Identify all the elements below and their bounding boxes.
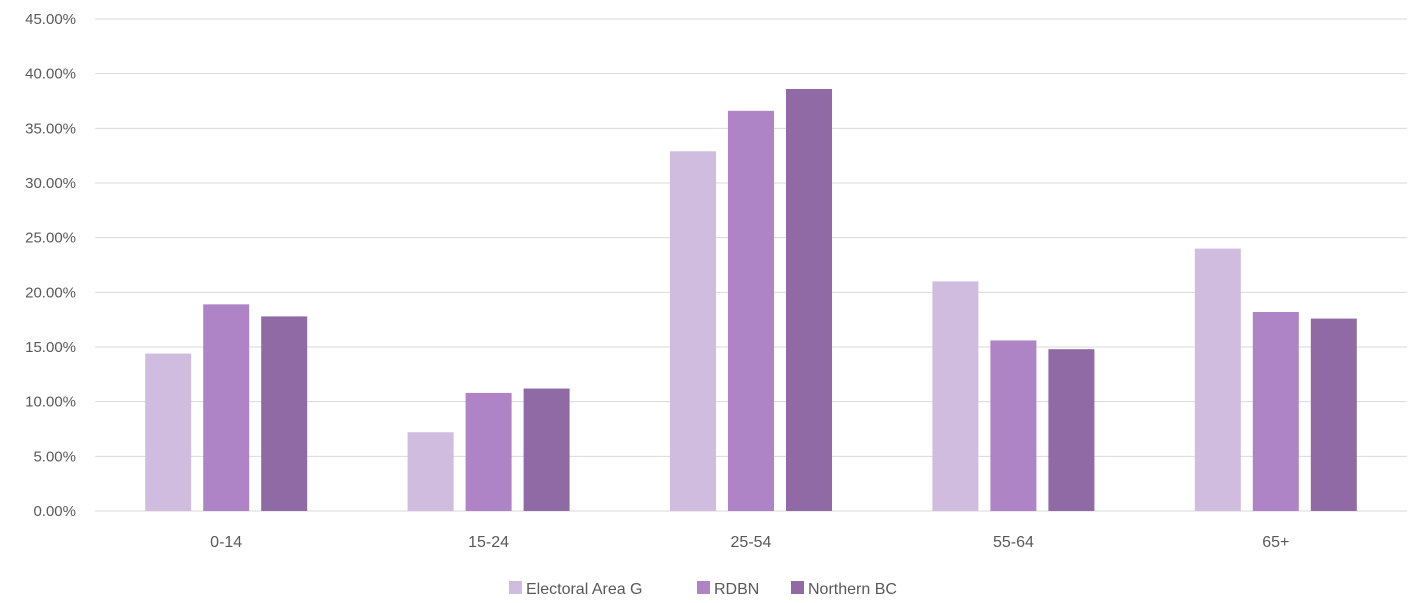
legend-label: Electoral Area G [526,581,643,598]
bar-northern-bc-0-14 [261,316,308,511]
y-tick-label: 45.00% [25,11,76,28]
bar-rdbn-15-24 [465,392,512,511]
legend-swatch [509,581,522,594]
bar-northern-bc-25-54 [786,88,832,512]
x-tick-label: 25-54 [731,534,772,551]
bar-electoral-area-g-25-54 [670,151,716,511]
y-tick-label: 5.00% [33,448,76,465]
bars [145,88,1357,512]
bar-rdbn-0-14 [203,304,250,511]
y-tick-label: 30.00% [25,175,76,192]
bar-northern-bc-15-24 [523,388,570,511]
legend: Electoral Area G RDBN Northern BC [509,581,897,598]
y-tick-label: 40.00% [25,66,76,83]
legend-label: RDBN [714,581,759,598]
y-tick-label: 25.00% [25,230,76,247]
y-axis-ticks: 0.00% 5.00% 10.00% 15.00% 20.00% 25.00% 30.00%… [25,11,76,520]
y-tick-label: 20.00% [25,284,76,301]
x-tick-label: 15-24 [468,534,509,551]
legend-swatch [791,581,804,594]
bar-electoral-area-g-15-24 [407,432,454,511]
bar-electoral-area-g-65+ [1194,248,1241,511]
x-tick-label: 0-14 [210,534,242,551]
bar-northern-bc-65+ [1310,318,1357,511]
bar-rdbn-55-64 [990,340,1037,511]
y-tick-label: 35.00% [25,120,76,137]
x-tick-label: 55-64 [993,534,1034,551]
bar-rdbn-25-54 [728,110,774,511]
bar-northern-bc-55-64 [1048,349,1095,511]
x-tick-label: 65+ [1262,534,1289,551]
y-tick-label: 15.00% [25,339,76,356]
bar-electoral-area-g-55-64 [932,281,979,511]
legend-swatch [697,581,710,594]
bar-rdbn-65+ [1252,312,1299,511]
y-tick-label: 10.00% [25,394,76,411]
legend-label: Northern BC [808,581,897,598]
bar-electoral-area-g-0-14 [145,353,192,511]
x-axis-ticks: 0-14 15-24 25-54 55-64 65+ [210,534,1289,551]
y-tick-label: 0.00% [33,503,76,520]
